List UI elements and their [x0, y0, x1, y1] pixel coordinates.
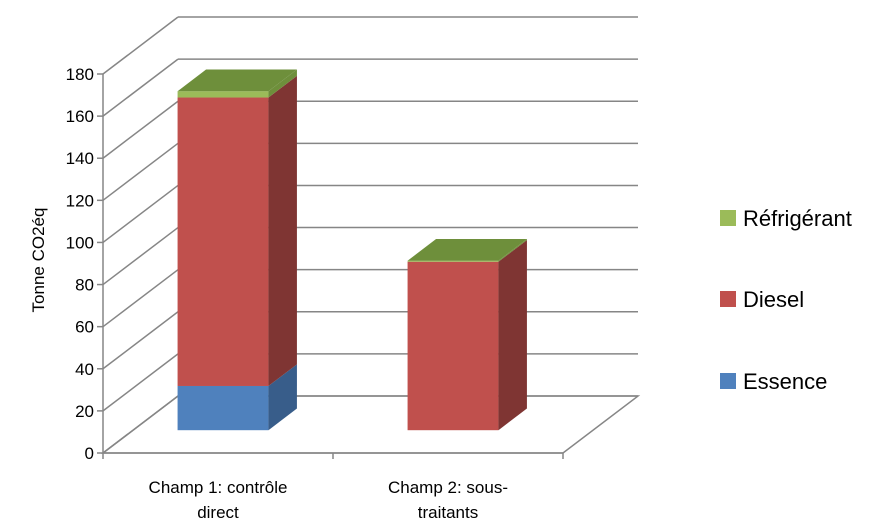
bar-diesel-side: [268, 75, 297, 386]
y-axis-title: Tonne CO2éq: [29, 208, 48, 313]
x-category-labels: Champ 1: contrôle direct Champ 2: sous-tra…: [149, 478, 508, 522]
bar-r-frig-rant-side: [498, 239, 527, 262]
x-category-label-line: traitants: [418, 503, 478, 522]
y-tick-label: 100: [66, 233, 94, 252]
x-category-label-line: Champ 1: contrôle: [149, 478, 288, 497]
y-tick-label: 140: [66, 149, 94, 168]
legend-swatch-essence: [720, 373, 736, 389]
gridline-wall: [102, 226, 179, 286]
gridline-wall: [102, 395, 179, 454]
gridline-wall: [102, 16, 179, 75]
bar-essence-front: [177, 385, 269, 431]
bar-r-frig-rant-front: [407, 260, 499, 262]
gridline-wall: [102, 100, 179, 159]
legend-label-essence: Essence: [743, 369, 827, 394]
bar-r-frig-rant-side: [268, 69, 297, 98]
legend-swatch-r-frig-rant: [720, 210, 736, 226]
bar-top-face: [407, 239, 527, 261]
y-tick-labels: 0 20 40 60 80 100 120 140 160 180: [66, 65, 94, 463]
gridline-wall: [102, 58, 179, 117]
y-tick-label: 0: [85, 444, 94, 463]
y-tick-label: 60: [75, 318, 94, 337]
bar-diesel-side: [498, 240, 527, 431]
y-tick-label: 80: [75, 276, 94, 295]
y-tick-label: 40: [75, 360, 94, 379]
axes: [97, 73, 564, 459]
x-category-label-line: Champ 2: sous-: [388, 478, 508, 497]
legend-label-r-frig-rant: Réfrigérant: [743, 206, 852, 231]
bars: [177, 69, 527, 431]
gridline-wall: [102, 311, 179, 370]
gridline-wall: [102, 353, 179, 412]
bar-diesel-front: [407, 261, 499, 431]
bar-top-face: [177, 69, 297, 92]
gridline-wall: [102, 269, 179, 328]
bar-essence-side: [268, 364, 297, 431]
x-category-label-line: direct: [197, 503, 239, 522]
y-tick-label: 120: [66, 191, 94, 210]
x-category-label: Champ 2: sous-traitants: [388, 478, 508, 522]
bar-diesel-front: [177, 97, 269, 386]
y-tick-label: 20: [75, 402, 94, 421]
gridline-wall: [102, 184, 179, 244]
y-tick-label: 160: [66, 107, 94, 126]
legend-swatch-diesel: [720, 291, 736, 307]
legend-label-diesel: Diesel: [743, 287, 804, 312]
bar-r-frig-rant-front: [177, 91, 269, 98]
gridline-wall: [102, 142, 179, 201]
y-tick-label: 180: [66, 65, 94, 84]
legend: Réfrigérant Diesel Essence: [720, 206, 852, 394]
x-category-label: Champ 1: contrôle direct: [149, 478, 288, 522]
